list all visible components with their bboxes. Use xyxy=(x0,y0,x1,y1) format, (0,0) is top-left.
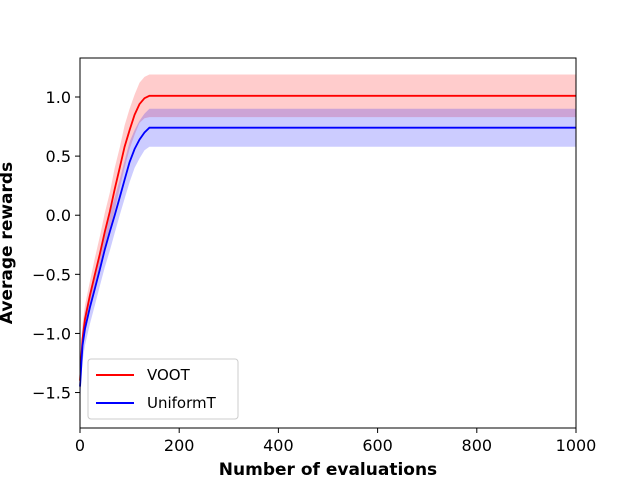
x-tick-label: 1000 xyxy=(556,436,597,455)
confidence-bands xyxy=(80,74,576,405)
y-tick-label: 1.0 xyxy=(46,88,71,107)
x-tick-label: 800 xyxy=(462,436,493,455)
series-lines xyxy=(79,94,576,387)
x-tick-label: 600 xyxy=(362,436,393,455)
x-tick-label: 0 xyxy=(75,436,85,455)
legend: VOOT UniformT xyxy=(87,358,239,420)
uniformt-confidence-band xyxy=(80,108,576,405)
y-axis-title: Average rewards xyxy=(0,162,17,324)
y-tick-label: −1.5 xyxy=(32,384,71,403)
voot-series-line xyxy=(79,94,576,381)
y-tick-label: 0.5 xyxy=(46,147,71,166)
y-tick-label: 0.0 xyxy=(46,206,71,225)
legend-label-uniformt: UniformT xyxy=(147,394,217,412)
plot-frame xyxy=(79,57,577,429)
x-tick-label: 400 xyxy=(263,436,294,455)
y-axis-ticks: −1.5 −1.0 −0.5 0.0 0.5 1.0 xyxy=(32,88,80,403)
x-tick-label: 200 xyxy=(164,436,195,455)
y-tick-label: −1.0 xyxy=(32,324,71,343)
y-tick-label: −0.5 xyxy=(32,265,71,284)
voot-confidence-band xyxy=(80,74,576,399)
uniformt-series-line xyxy=(79,126,576,387)
x-axis-ticks: 0 200 400 600 800 1000 xyxy=(75,428,596,455)
legend-label-voot: VOOT xyxy=(147,366,191,384)
x-axis-title: Number of evaluations xyxy=(219,460,437,480)
